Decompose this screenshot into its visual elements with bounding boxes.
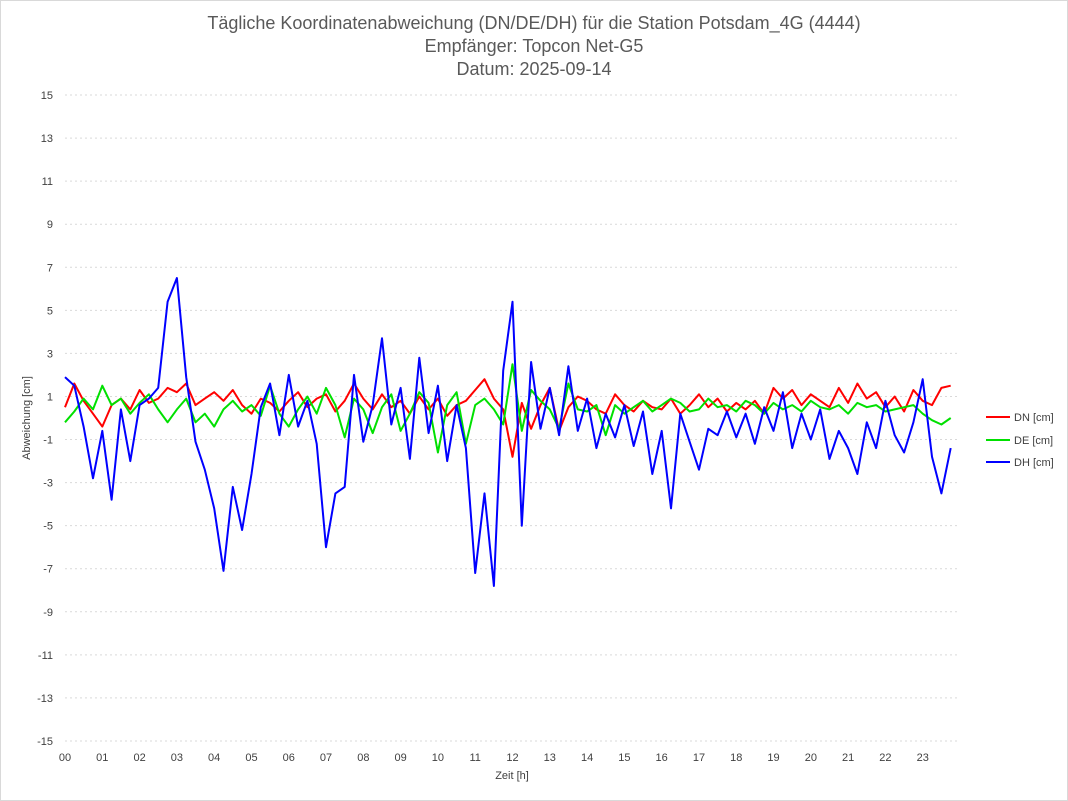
y-tick-label: 1 xyxy=(47,391,53,403)
chart-title-line-2: Empfänger: Topcon Net-G5 xyxy=(425,36,644,56)
legend-label-dh: DH [cm] xyxy=(1014,457,1054,469)
legend: DN [cm] DE [cm] DH [cm] xyxy=(986,412,1054,469)
x-tick-label: 13 xyxy=(544,752,556,764)
x-tick-label: 07 xyxy=(320,752,332,764)
x-tick-label: 06 xyxy=(283,752,295,764)
y-tick-label: -3 xyxy=(43,478,53,490)
x-tick-label: 17 xyxy=(693,752,705,764)
series-line-de xyxy=(64,363,952,454)
y-tick-label: 5 xyxy=(47,305,53,317)
chart-title-line-1: Tägliche Koordinatenabweichung (DN/DE/DH… xyxy=(207,13,860,34)
x-tick-label: 22 xyxy=(879,752,891,764)
x-axis-label: Zeit [h] xyxy=(495,770,529,782)
x-tick-label: 16 xyxy=(656,752,668,764)
y-tick-label: -7 xyxy=(43,564,53,576)
series-lines xyxy=(64,277,952,587)
chart-title-line-3: Datum: 2025-09-14 xyxy=(456,59,611,79)
y-tick-label: 11 xyxy=(42,176,53,188)
x-tick-label: 05 xyxy=(245,752,257,764)
x-tick-label: 23 xyxy=(917,752,929,764)
x-tick-label: 18 xyxy=(730,752,742,764)
grid-lines xyxy=(65,94,960,742)
x-tick-label: 19 xyxy=(767,752,779,764)
x-tick-label: 09 xyxy=(395,752,407,764)
y-tick-label: -5 xyxy=(43,521,53,533)
x-tick-label: 12 xyxy=(506,752,518,764)
y-tick-label: 15 xyxy=(41,90,53,102)
x-tick-label: 00 xyxy=(59,752,71,764)
series-line-dn xyxy=(64,378,951,458)
x-tick-label: 20 xyxy=(805,752,817,764)
series-line-dh xyxy=(64,277,952,587)
x-tick-label: 15 xyxy=(618,752,630,764)
y-axis-label: Abweichung [cm] xyxy=(21,376,33,460)
x-tick-label: 03 xyxy=(171,752,183,764)
y-tick-label: 7 xyxy=(47,262,53,274)
x-tick-labels: 00 01 02 03 04 05 06 07 08 09 10 11 12 13 14 15 16 17 18 19… xyxy=(59,752,929,764)
legend-label-de: DE [cm] xyxy=(1014,435,1053,447)
y-tick-labels: 15 13 11 9 7 5 3 1 -1 -3 -5 -7 -9 -11 -13 -15 xyxy=(37,90,53,748)
y-tick-label: 13 xyxy=(41,133,53,145)
y-tick-label: 3 xyxy=(47,348,53,360)
x-tick-label: 10 xyxy=(432,752,444,764)
y-tick-label: -9 xyxy=(43,607,53,619)
x-tick-label: 11 xyxy=(469,752,480,764)
x-tick-label: 01 xyxy=(96,752,108,764)
y-tick-label: -11 xyxy=(38,650,53,662)
x-tick-label: 14 xyxy=(581,752,593,764)
x-tick-label: 21 xyxy=(842,752,854,764)
x-tick-label: 02 xyxy=(133,752,145,764)
x-tick-label: 04 xyxy=(208,752,220,764)
y-tick-label: -15 xyxy=(37,736,53,748)
y-tick-label: 9 xyxy=(47,219,53,231)
y-tick-label: -13 xyxy=(37,693,53,705)
y-tick-label: -1 xyxy=(43,435,53,447)
legend-label-dn: DN [cm] xyxy=(1014,412,1054,424)
x-tick-label: 08 xyxy=(357,752,369,764)
